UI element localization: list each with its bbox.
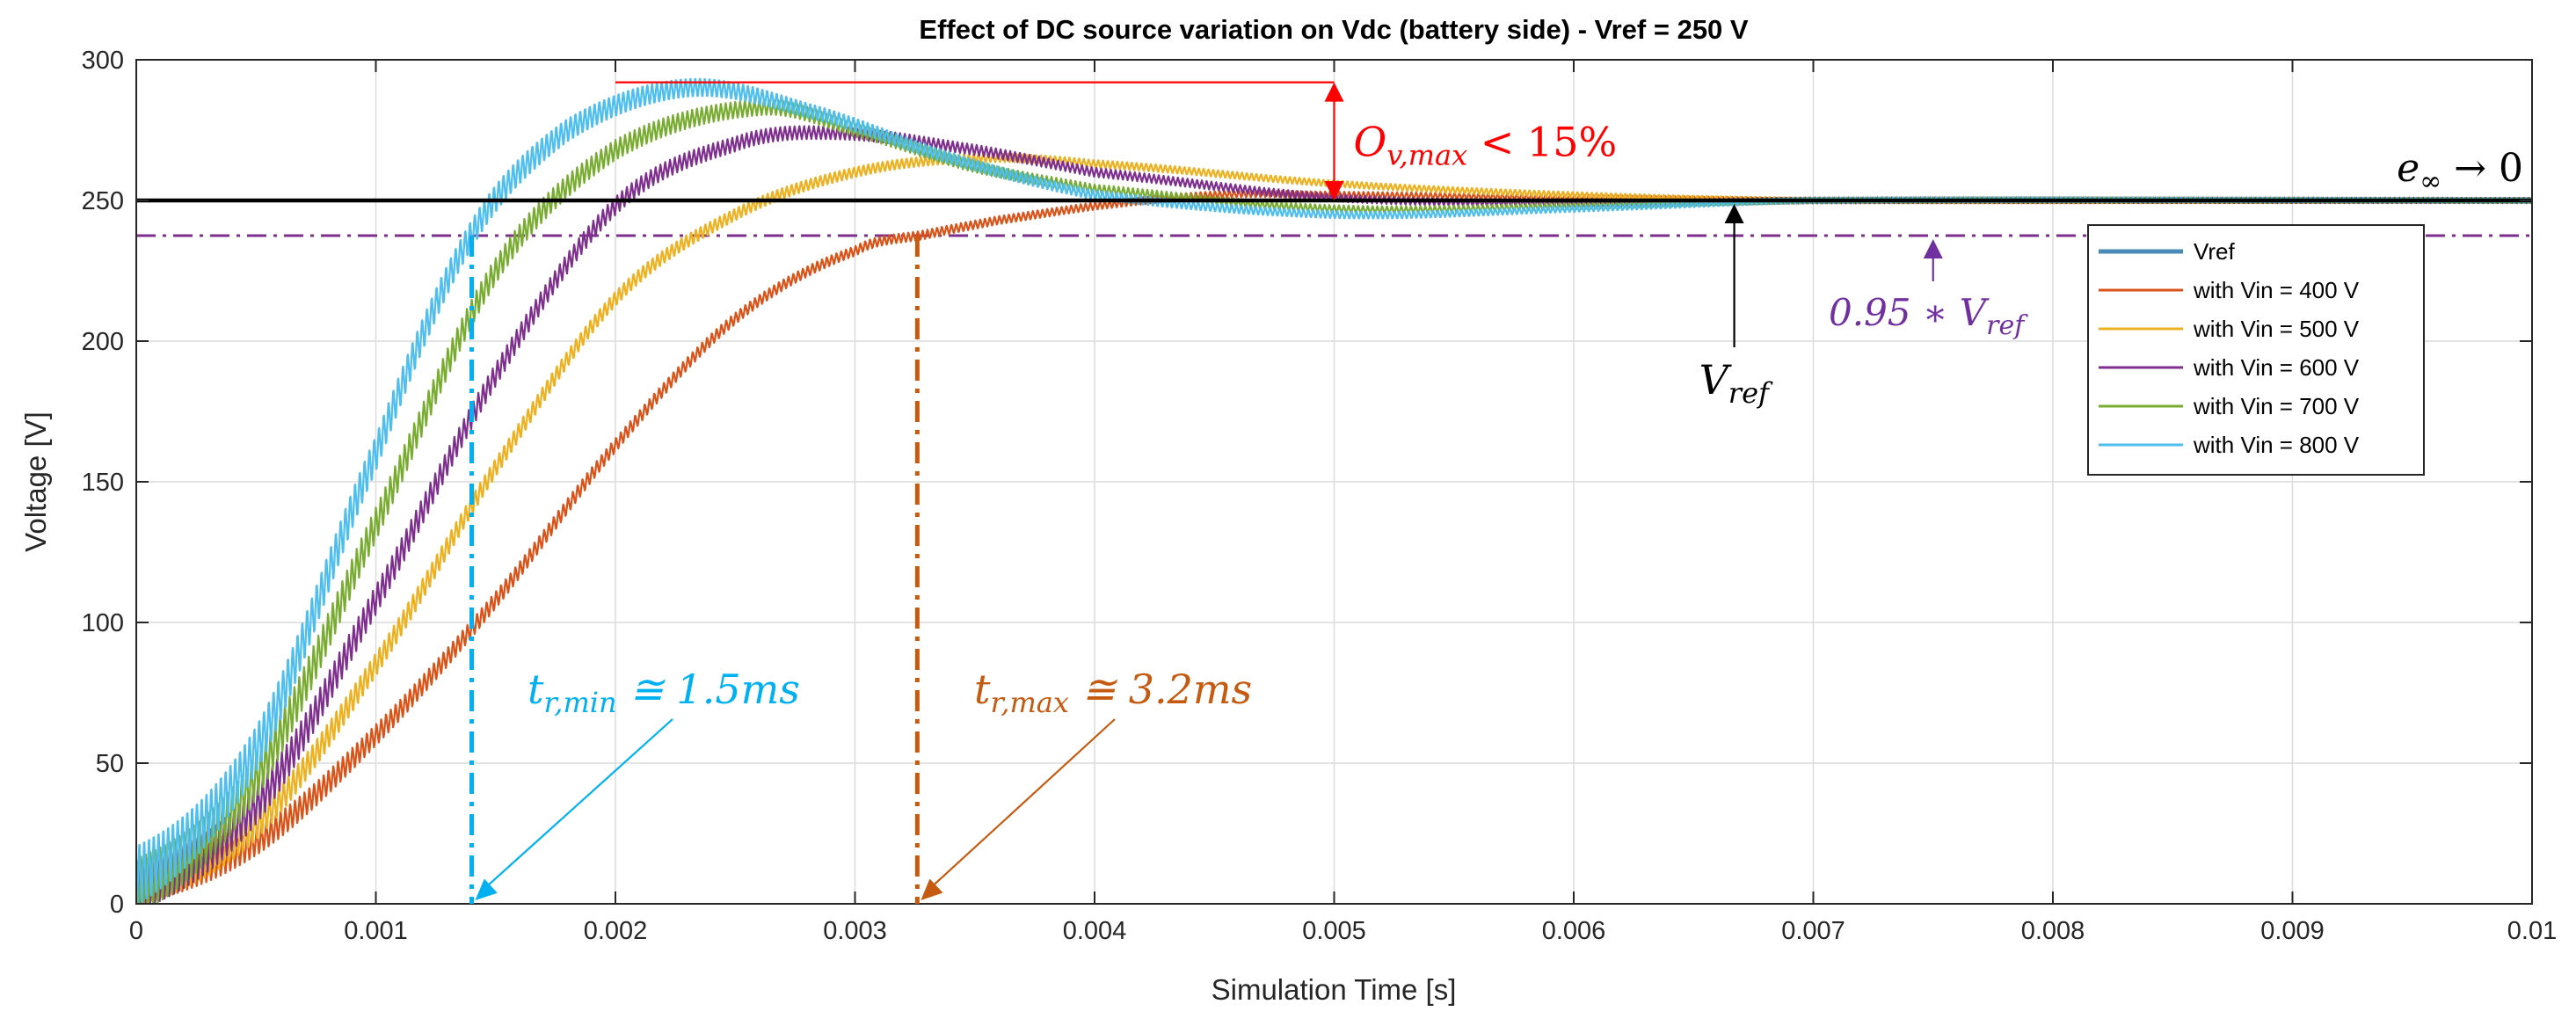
legend-entry-label: with Vin = 800 V xyxy=(2193,432,2360,458)
tr_min-arrow-shaft xyxy=(483,718,673,891)
y-axis-label: Voltage [V] xyxy=(19,411,52,552)
x-tick-label: 0.001 xyxy=(344,917,408,945)
y-tick-label: 300 xyxy=(82,47,124,75)
x-tick-label: 0.004 xyxy=(1063,917,1127,945)
x-tick-label: 0.008 xyxy=(2021,917,2085,945)
tr_max-label-suffix: ≅ 3.2ms xyxy=(1069,666,1252,713)
e-infinity-sub: ∞ xyxy=(2420,166,2441,197)
overshoot-label: Ov,max < 15% xyxy=(1354,119,1618,172)
y-tick-label: 200 xyxy=(82,328,124,356)
tr_min-label-sub: r,min xyxy=(544,686,617,719)
x-tick-label: 0.009 xyxy=(2260,917,2325,945)
tr_min-label-main: t xyxy=(528,666,544,713)
legend-entry-label: with Vin = 500 V xyxy=(2193,316,2360,342)
tr_min-label-suffix: ≅ 1.5ms xyxy=(617,666,800,713)
legend-entry-label: with Vin = 700 V xyxy=(2193,393,2360,419)
e-infinity-suffix: → 0 xyxy=(2441,146,2523,191)
x-tick-label: 0.007 xyxy=(1781,917,1845,945)
x-tick-label: 0.006 xyxy=(1542,917,1606,945)
y-tick-label: 250 xyxy=(82,187,124,215)
threshold-label-main: 0.95 ∗ V xyxy=(1829,291,1990,334)
e-infinity-main: e xyxy=(2397,146,2420,191)
overshoot-label-main: O xyxy=(1354,119,1387,166)
overshoot-arrow-head-up xyxy=(1324,82,1344,102)
overshoot-label-suffix: < 15% xyxy=(1467,119,1617,166)
x-tick-label: 0.002 xyxy=(584,917,648,945)
vref-label: Vref xyxy=(1699,356,1773,410)
legend: Vref with Vin = 400 V with Vin = 500 V with… xyxy=(2087,224,2425,476)
tr_max-arrow-shaft xyxy=(928,718,1116,891)
tr_max-label: tr,max ≅ 3.2ms xyxy=(974,666,1252,719)
tr_min-arrow-head xyxy=(475,878,498,900)
chart-title: Effect of DC source variation on Vdc (ba… xyxy=(919,14,1749,45)
threshold-label: 0.95 ∗ Vref xyxy=(1829,291,2028,341)
y-tick-label: 150 xyxy=(82,469,124,497)
tr_min-label: tr,min ≅ 1.5ms xyxy=(528,666,800,719)
threshold-label-sub: ref xyxy=(1986,310,2028,341)
overshoot-arrow-head-down xyxy=(1324,181,1344,200)
vref-label-sub: ref xyxy=(1728,376,1773,410)
overshoot-label-sub: v,max xyxy=(1386,139,1467,172)
legend-entry-label: Vref xyxy=(2194,238,2235,265)
axis-ticks: 0 0.001 0.002 0.003 0.004 0.005 0.006 0.007 0.00… xyxy=(82,47,2558,945)
legend-entry-label: with Vin = 600 V xyxy=(2193,354,2360,381)
x-tick-label: 0 xyxy=(129,917,143,945)
tr_max-label-main: t xyxy=(974,666,991,713)
series-line-vin-800-v xyxy=(135,77,2534,906)
legend-box xyxy=(2087,224,2425,476)
legend-entry-label: with Vin = 400 V xyxy=(2193,277,2360,303)
tr_max-arrow-head xyxy=(921,878,943,900)
x-tick-label: 0.005 xyxy=(1302,917,1366,945)
tr_max-label-sub: r,max xyxy=(991,686,1069,719)
x-tick-label: 0.003 xyxy=(823,917,887,945)
vref-arrow-head xyxy=(1724,204,1744,223)
y-tick-label: 100 xyxy=(82,609,124,637)
vref-label-main: V xyxy=(1699,356,1733,404)
e-infinity-label: e∞ → 0 xyxy=(2397,146,2523,197)
y-tick-label: 0 xyxy=(110,891,124,919)
x-axis-label: Simulation Time [s] xyxy=(1212,973,1457,1006)
threshold-arrow-head xyxy=(1923,239,1943,258)
y-tick-label: 50 xyxy=(96,750,124,778)
x-tick-label: 0.01 xyxy=(2507,917,2557,945)
